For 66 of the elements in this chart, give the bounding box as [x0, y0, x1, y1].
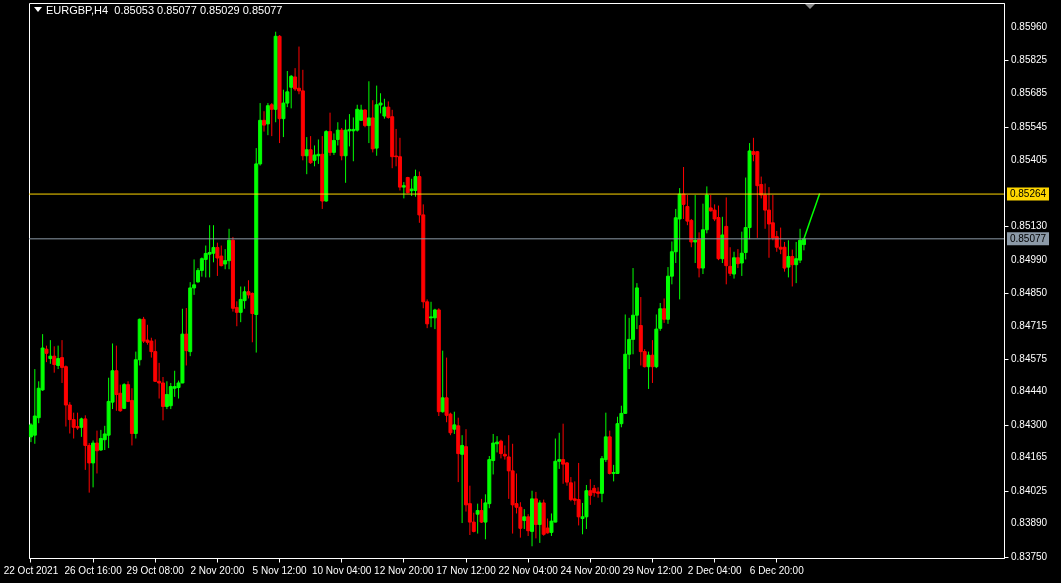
y-tick-label: 0.85960 [1011, 21, 1048, 33]
candlestick [576, 462, 581, 526]
x-tick-label: 26 Oct 16:00 [64, 564, 123, 576]
candlestick [522, 508, 527, 530]
candlestick [766, 186, 771, 259]
x-tick-label: 17 Nov 12:00 [436, 564, 497, 576]
y-tick-label: 0.85545 [1011, 120, 1048, 132]
x-tick-label: 5 Nov 12:00 [252, 564, 307, 576]
x-tick-label: 29 Oct 08:00 [126, 564, 185, 576]
candlestick [262, 110, 267, 133]
candlestick [526, 513, 531, 537]
y-tick-label: 0.84300 [1011, 418, 1048, 430]
candlestick [650, 339, 655, 384]
candlestick [114, 345, 119, 412]
candlestick [735, 248, 740, 269]
candlestick [498, 439, 503, 459]
y-tick-label: 0.85685 [1011, 87, 1048, 99]
candlestick [646, 351, 651, 390]
y-tick-label: 0.84025 [1011, 484, 1048, 496]
x-tick-label: 12 Nov 20:00 [374, 564, 435, 576]
candlestick [693, 194, 698, 264]
y-tick-label: 0.84850 [1011, 287, 1048, 299]
x-tick-label: 24 Nov 20:00 [560, 564, 621, 576]
y-tick-label: 0.84715 [1011, 319, 1048, 331]
candlestick [401, 181, 406, 199]
candlestick [662, 297, 667, 324]
y-tick-label: 0.83890 [1011, 517, 1048, 529]
candlestick [479, 498, 484, 524]
ref-line-label: 0.85077 [1009, 232, 1047, 244]
candlestick [141, 316, 146, 344]
x-tick-label: 10 Nov 04:00 [311, 564, 372, 576]
candlestick [265, 102, 270, 136]
y-tick-label: 0.85405 [1011, 154, 1048, 166]
x-tick-label: 6 Dec 20:00 [749, 564, 805, 576]
candlestick [238, 285, 243, 323]
candlestick [98, 429, 103, 452]
y-tick-label: 0.85825 [1011, 53, 1048, 65]
candlestick [790, 249, 795, 287]
x-tick-label: 22 Oct 2021 [3, 564, 59, 576]
candlestick [732, 251, 737, 280]
candlestick [94, 430, 99, 474]
candlestick [184, 307, 189, 366]
ref-line-label: 0.85264 [1009, 188, 1047, 200]
y-tick-label: 0.83750 [1011, 550, 1048, 562]
candlestick [32, 368, 37, 445]
candlestick [452, 411, 457, 435]
x-tick-label: 2 Dec 04:00 [687, 564, 742, 576]
y-tick-label: 0.84575 [1011, 353, 1048, 365]
candlestick [460, 434, 465, 524]
candlestick [289, 74, 294, 109]
y-tick-label: 0.84165 [1011, 451, 1048, 463]
y-tick-label: 0.85130 [1011, 220, 1048, 232]
chart-title: EURGBP,H4 0.85053 0.85077 0.85029 0.85077 [46, 4, 283, 16]
x-tick-label: 29 Nov 12:00 [622, 564, 683, 576]
candlestick [91, 439, 96, 488]
y-tick-label: 0.84440 [1011, 385, 1048, 397]
candlestick [720, 216, 725, 264]
candlestick [207, 224, 212, 278]
x-tick-label: 22 Nov 04:00 [498, 564, 559, 576]
candlestick [164, 380, 169, 410]
candlestick [537, 499, 542, 544]
y-tick-label: 0.84990 [1011, 253, 1048, 265]
candlestick [56, 345, 61, 370]
candlestick [227, 228, 232, 270]
candlestick [596, 486, 601, 499]
x-tick-label: 2 Nov 20:00 [190, 564, 245, 576]
